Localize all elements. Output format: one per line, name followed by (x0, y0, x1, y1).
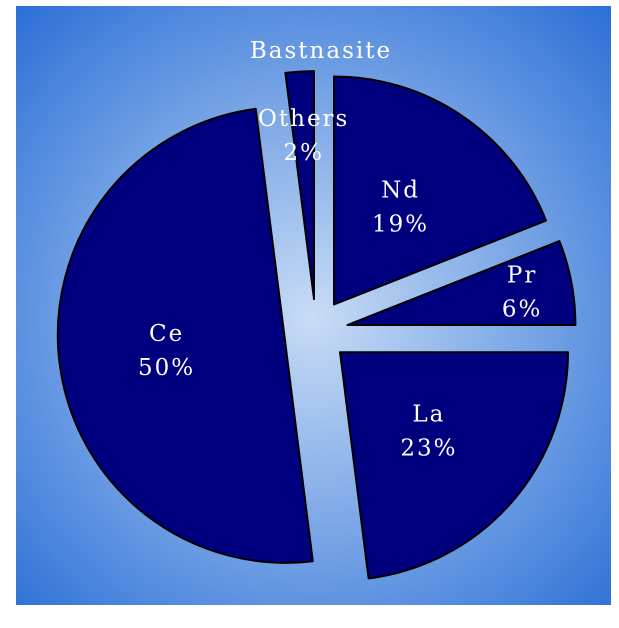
slices-layer (56, 70, 577, 580)
slice-label-name-others: Others (258, 106, 349, 132)
chart-frame: Nd 19% Pr 6% La 23% Ce 50% Others 2% Bastnasite (16, 6, 611, 605)
slice-label-name-pr: Pr (507, 263, 537, 289)
slice-label-percent-pr: 6% (502, 297, 543, 323)
pie-slice-pr (346, 240, 577, 326)
slice-label-percent-la: 23% (400, 436, 457, 462)
slice-label-percent-nd: 19% (372, 212, 429, 238)
pie-slice-ce (56, 107, 314, 564)
slice-label-name-ce: Ce (149, 321, 184, 347)
labels-layer: Nd 19% Pr 6% La 23% Ce 50% Others 2% (138, 106, 543, 462)
slice-label-percent-ce: 50% (138, 355, 195, 381)
pie-slice-nd (333, 75, 547, 306)
chart-title: Bastnasite (250, 38, 392, 64)
slice-label-name-nd: Nd (381, 178, 420, 204)
pie-slice-la (339, 351, 569, 580)
pie-chart: Nd 19% Pr 6% La 23% Ce 50% Others 2% Bastnasite (16, 6, 611, 605)
pie-slice-others (284, 70, 315, 301)
slice-label-percent-others: 2% (283, 140, 324, 166)
slice-label-name-la: La (412, 402, 445, 428)
